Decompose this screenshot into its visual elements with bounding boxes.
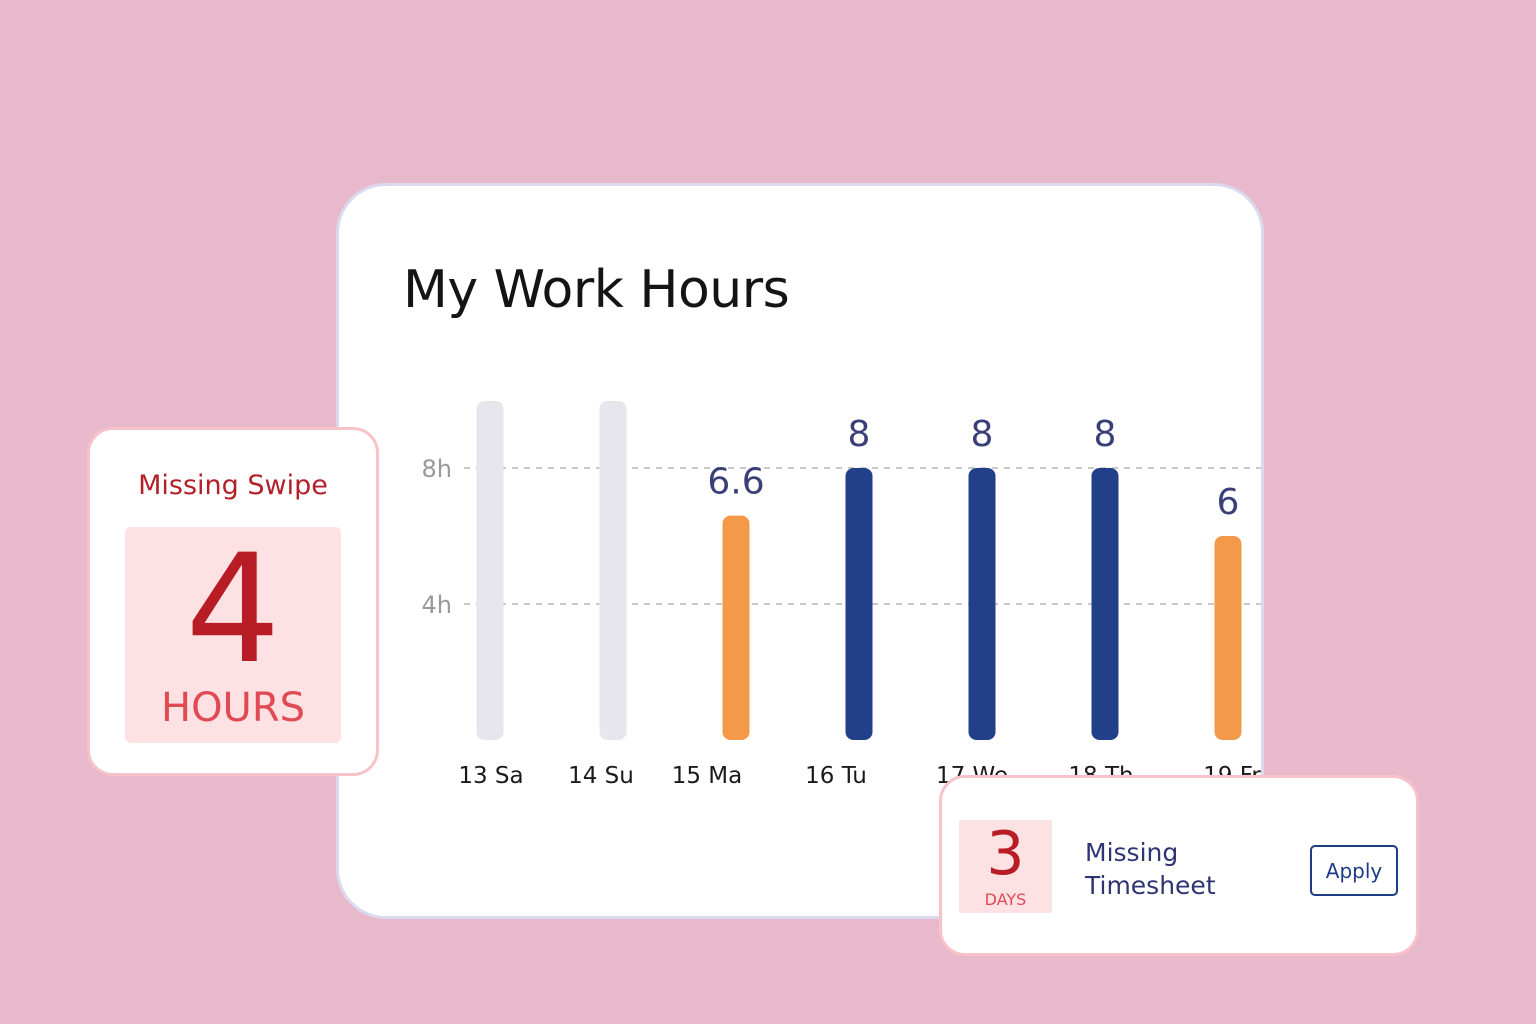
page-title: My Work Hours [403,260,790,320]
apply-button[interactable]: Apply [1310,845,1398,896]
x-tick-label: 16 Tu [805,763,867,789]
bar-7 [1214,536,1242,740]
missing-timesheet-unit: DAYS [984,890,1027,909]
missing-swipe-card: Missing Swipe 4 HOURS [87,427,379,776]
y-tick-label: 4h [422,591,452,619]
bar-4 [845,468,873,740]
missing-timesheet-value-box: 3 DAYS [959,820,1052,913]
bar-1 [476,401,504,740]
bar-value-label: 8 [848,414,871,455]
bar-3 [722,515,750,740]
y-tick-label: 8h [422,455,452,483]
bar-value-label: 6.6 [707,462,764,503]
missing-timesheet-value: 3 [986,819,1025,889]
bar-5 [968,468,996,740]
missing-timesheet-label-line2: Timesheet [1085,871,1216,900]
missing-timesheet-card: 3 DAYS Missing Timesheet Apply [939,775,1419,956]
bar-value-label: 8 [971,414,994,455]
bar-2 [599,401,627,740]
bar-value-label: 6 [1217,482,1240,523]
missing-swipe-value: 4 [185,523,281,697]
x-tick-label: 15 Ma [672,763,743,789]
bar-6 [1091,468,1119,740]
missing-swipe-value-box: 4 HOURS [125,527,341,743]
x-tick-label: 14 Su [568,763,634,789]
bar-value-label: 8 [1094,414,1117,455]
missing-swipe-title: Missing Swipe [138,470,328,501]
work-hours-card: My Work Hours 4h 8h 13 Sa 14 Su 6.6 15 Ma 8 16 … [336,183,1264,919]
missing-swipe-unit: HOURS [160,685,306,731]
missing-timesheet-label-line1: Missing [1085,838,1179,867]
missing-timesheet-label: Missing Timesheet [1085,836,1235,902]
x-tick-label: 13 Sa [458,763,523,789]
